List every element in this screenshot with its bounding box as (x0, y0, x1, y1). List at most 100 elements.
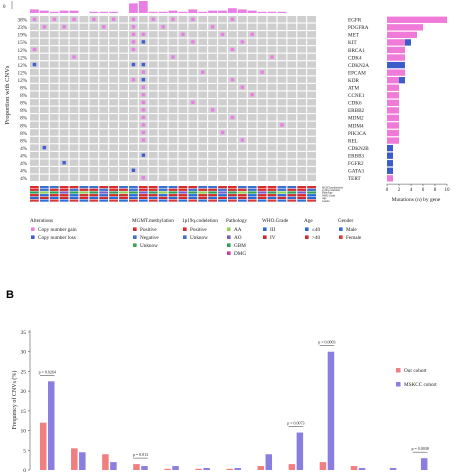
annotation-track-labels: MGMT.methylation1p19q.codeletionPatholog… (322, 186, 344, 203)
track-label: Pathology (322, 192, 333, 195)
grid-cell (277, 38, 287, 46)
grid-cell (228, 136, 237, 144)
gene-gain-bar (387, 114, 399, 122)
track-cell (59, 191, 69, 194)
gene-mutation-bars (387, 16, 447, 182)
grid-cell (277, 167, 287, 174)
grid-cell (119, 31, 128, 38)
gene-gain-bar (387, 69, 405, 76)
grid-cell (257, 106, 267, 114)
track-cell (247, 188, 257, 191)
grid-cell (178, 23, 188, 30)
grid-cell (267, 99, 277, 106)
track-cell (158, 188, 168, 191)
grid-cell (208, 144, 217, 151)
grid-cell (277, 31, 287, 38)
gene-percent-labels: 38%23%19%15%12%12%12%12%12%8%8%8%8%8%8%8… (17, 18, 27, 183)
grid-cell (267, 76, 277, 83)
grid-cell (228, 106, 237, 114)
grid-cell (257, 53, 267, 61)
grid-cell (109, 174, 118, 181)
legend-item: ≤40 (312, 227, 320, 233)
grid-cell (247, 83, 257, 91)
grid-cell (198, 23, 208, 30)
grid-cell (297, 129, 307, 136)
grid-cell (178, 159, 188, 166)
cnv-mark-gain (240, 138, 245, 142)
y-tick-label: 5 (23, 448, 26, 454)
grid-cell (119, 53, 128, 61)
grid-cell (49, 144, 59, 151)
track-cell (119, 194, 128, 197)
grid-cell (168, 76, 178, 83)
grid-cell (59, 83, 69, 91)
grid-cell (99, 38, 109, 46)
grid-cell (49, 91, 59, 98)
grid-cell (158, 114, 168, 121)
cnv-mark-gain (32, 47, 37, 52)
grid-cell (30, 106, 39, 114)
track-cell (69, 188, 79, 191)
gene-name: ERBB3 (348, 153, 365, 159)
grid-cell (168, 167, 178, 174)
top-sample-bar (148, 11, 158, 13)
grid-cell (178, 174, 188, 181)
grid-cell (297, 136, 307, 144)
grid-cell (39, 167, 49, 174)
grid-cell (307, 31, 316, 38)
grid-cell (247, 23, 257, 30)
cnv-mark-loss (32, 62, 37, 67)
grid-cell (129, 53, 138, 61)
track-cell (148, 196, 158, 199)
grid-cell (188, 91, 198, 98)
grid-cell (69, 136, 79, 144)
grid-cell (287, 76, 297, 83)
grid-cell (30, 144, 39, 151)
cnv-mark-gain (240, 85, 245, 89)
grid-cell (30, 83, 39, 91)
legend-swatch (31, 227, 35, 231)
gene-name: ATM (348, 86, 359, 92)
grid-cell (129, 144, 138, 151)
grid-cell (287, 46, 297, 53)
p-value-label: p = 0.0038 (412, 446, 429, 451)
grid-cell (267, 83, 277, 91)
grid-cell (208, 136, 217, 144)
cnv-mark-gain (141, 70, 146, 74)
track-cell (49, 186, 59, 189)
legend-series-name: MSKCC cohort (404, 382, 437, 388)
grid-cell (208, 76, 217, 83)
gene-percent: 8% (20, 123, 28, 129)
legend-item: Unknow (140, 243, 158, 249)
gene-gain-bar (387, 175, 393, 182)
grid-cell (297, 23, 307, 30)
grid-cell (198, 46, 208, 53)
track-cell (49, 191, 59, 194)
grid-cell (69, 151, 79, 159)
grid-cell (237, 174, 247, 181)
grid-cell (148, 121, 158, 129)
cnv-mark-gain (220, 130, 225, 135)
grid-cell (99, 174, 109, 181)
grid-cell (89, 129, 99, 136)
track-cell (198, 186, 208, 189)
y-tick-label: 25 (21, 369, 27, 375)
grid-cell (109, 114, 118, 121)
grid-cell (247, 159, 257, 166)
grid-cell (168, 46, 178, 53)
grid-cell (89, 46, 99, 53)
grid-cell (59, 114, 69, 121)
y-tick-label: 30 (21, 350, 27, 356)
cnv-mark-loss (62, 161, 66, 165)
grid-cell (99, 136, 109, 144)
grid-cell (267, 121, 277, 129)
grid-cell (198, 61, 208, 68)
cnv-mark-gain (52, 17, 56, 21)
gene-mutation-axis: 0 2 4 6 8 10 (386, 183, 450, 193)
grid-cell (198, 31, 208, 38)
track-cell (129, 194, 138, 197)
track-cell (297, 186, 307, 189)
gene-percent: 4% (20, 153, 28, 159)
track-cell (119, 199, 128, 202)
grid-cell (307, 76, 316, 83)
